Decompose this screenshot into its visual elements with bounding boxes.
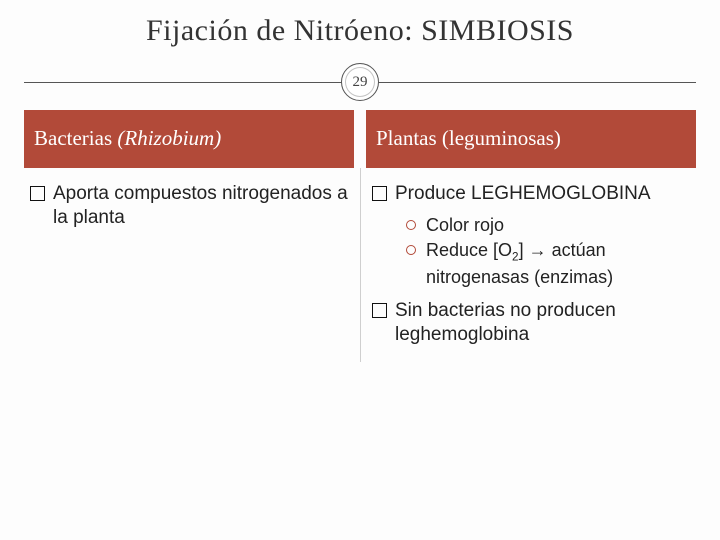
left-column-body: Aporta compuestos nitrogenados a la plan… — [24, 168, 354, 245]
right-column-body: Produce LEGHEMOGLOBINA Color rojo Reduce… — [366, 168, 696, 362]
bullet-text: Sin bacterias no producen leghemoglobina — [395, 299, 690, 348]
sub-bullet-item: Color rojo — [406, 214, 690, 237]
slide-title: Fijación de Nitróeno: SIMBIOSIS — [24, 14, 696, 48]
bullet-item: Sin bacterias no producen leghemoglobina — [372, 299, 690, 348]
bullet-item: Aporta compuestos nitrogenados a la plan… — [30, 182, 348, 231]
square-bullet-icon — [372, 186, 387, 201]
two-column-layout: Bacterias (Rhizobium) Aporta compuestos … — [24, 110, 696, 502]
left-header-text: Bacterias — [34, 126, 117, 150]
left-column: Bacterias (Rhizobium) Aporta compuestos … — [24, 110, 360, 502]
right-column-header: Plantas (leguminosas) — [366, 110, 696, 168]
square-bullet-icon — [372, 303, 387, 318]
page-badge-wrap: 29 — [24, 60, 696, 104]
circle-bullet-icon — [406, 220, 416, 230]
bullet-text: Produce LEGHEMOGLOBINA — [395, 182, 651, 206]
column-divider — [360, 168, 361, 362]
slide: Fijación de Nitróeno: SIMBIOSIS 29 Bacte… — [0, 0, 720, 540]
circle-bullet-icon — [406, 245, 416, 255]
page-number-badge: 29 — [341, 63, 379, 101]
sub-bullet-text: Reduce [O2] → actúan nitrogenasas (enzim… — [426, 239, 690, 289]
sub-bullet-text: Color rojo — [426, 214, 504, 237]
bullet-item: Produce LEGHEMOGLOBINA — [372, 182, 690, 206]
left-column-header: Bacterias (Rhizobium) — [24, 110, 354, 168]
bullet-text: Aporta compuestos nitrogenados a la plan… — [53, 182, 348, 231]
sub-bullet-item: Reduce [O2] → actúan nitrogenasas (enzim… — [406, 239, 690, 289]
left-header-italic: (Rhizobium) — [117, 126, 221, 150]
right-column: Plantas (leguminosas) Produce LEGHEMOGLO… — [360, 110, 696, 502]
right-header-text: Plantas (leguminosas) — [376, 126, 561, 151]
square-bullet-icon — [30, 186, 45, 201]
sub-text-pre: Reduce [O — [426, 240, 512, 260]
